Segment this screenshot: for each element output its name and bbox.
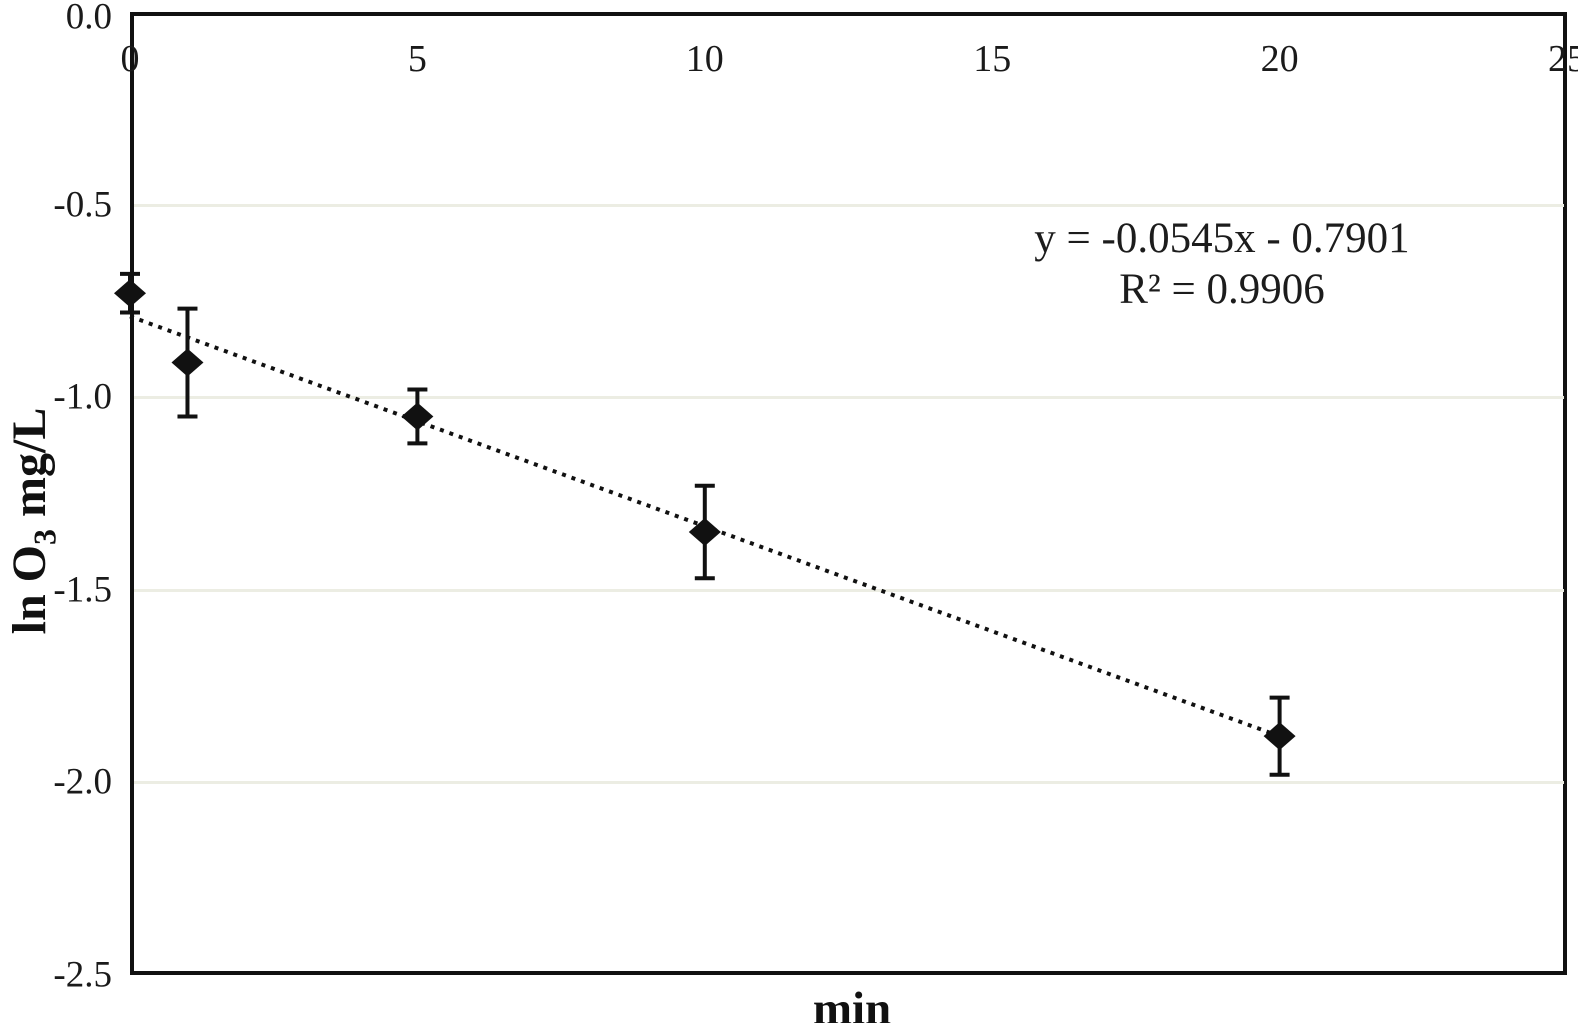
gridline-y--0.5	[134, 203, 1564, 207]
trendline-equation: y = -0.0545x - 0.7901 R² = 0.9906	[1012, 213, 1432, 315]
x-tick-label-0: 0	[120, 38, 140, 80]
r-squared-line: R² = 0.9906	[1119, 266, 1325, 313]
y-tick-label-0.0: 0.0	[65, 0, 112, 38]
plot-area	[130, 12, 1567, 975]
x-tick-label-15: 15	[973, 38, 1012, 80]
y-tick-label--2.0: -2.0	[53, 761, 112, 803]
y-axis-title-units: mg/L	[3, 407, 56, 529]
y-tick-label--2.5: -2.5	[53, 954, 112, 996]
x-tick-label-5: 5	[407, 38, 427, 80]
x-tick-label-20: 20	[1260, 38, 1299, 80]
x-tick-label-10: 10	[685, 38, 724, 80]
gridline-y--1.0	[134, 396, 1564, 400]
equation-line: y = -0.0545x - 0.7901	[1034, 215, 1410, 262]
y-tick-label--1.5: -1.5	[53, 569, 112, 611]
y-axis-title-subscript: 3	[26, 528, 63, 545]
y-axis-title-text: ln O	[3, 544, 56, 635]
y-axis-title: ln O3 mg/L	[3, 271, 63, 771]
y-tick-label--1.0: -1.0	[53, 376, 112, 418]
x-axis-title: min	[812, 983, 892, 1023]
y-tick-label--0.5: -0.5	[53, 184, 112, 226]
gridline-y--2.0	[134, 781, 1564, 785]
x-tick-label-25: 25	[1548, 38, 1578, 80]
gridline-y--1.5	[134, 588, 1564, 592]
